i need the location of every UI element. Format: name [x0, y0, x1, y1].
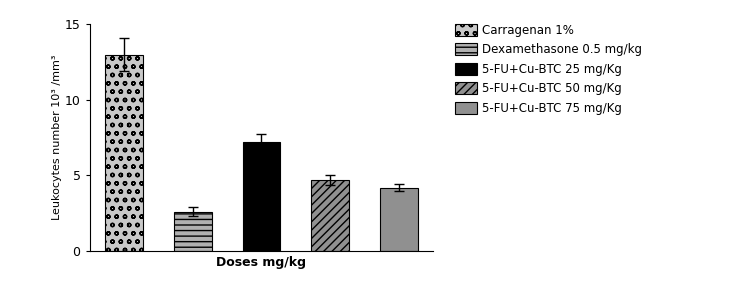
Bar: [380, 188, 418, 251]
Bar: [311, 180, 349, 251]
Y-axis label: Leukocytes number 10³ /mm³: Leukocytes number 10³ /mm³: [52, 55, 62, 220]
Bar: [105, 55, 143, 251]
X-axis label: Doses mg/kg: Doses mg/kg: [217, 256, 306, 270]
Bar: [174, 212, 211, 251]
Legend: Carragenan 1%, Dexamethasone 0.5 mg/kg, 5-FU+Cu-BTC 25 mg/Kg, 5-FU+Cu-BTC 50 mg/: Carragenan 1%, Dexamethasone 0.5 mg/kg, …: [453, 21, 645, 117]
Bar: [243, 142, 280, 251]
